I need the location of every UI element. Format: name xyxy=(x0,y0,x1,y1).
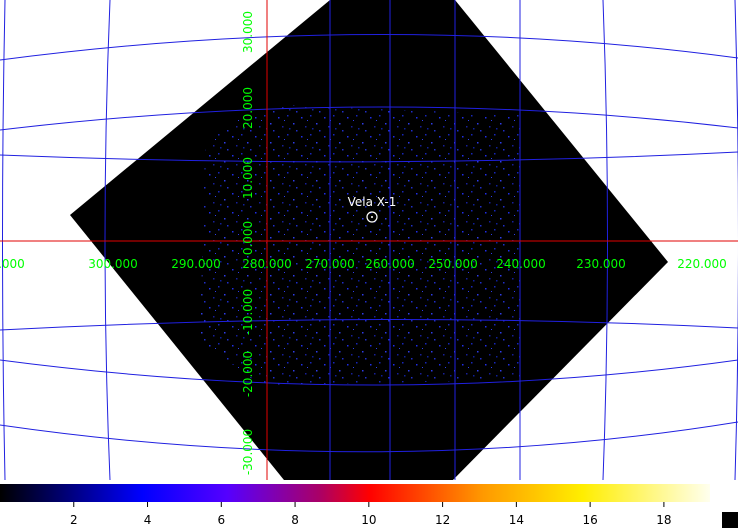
y-coord-label: -10.000 xyxy=(241,289,255,335)
y-coord-label: -30.000 xyxy=(241,429,255,475)
colorbar-tick-label: 8 xyxy=(291,513,299,527)
x-coord-label: 250.000 xyxy=(428,257,478,271)
x-coord-label: 220.000 xyxy=(677,257,727,271)
source-marker xyxy=(366,211,378,223)
colorbar-tick-label: 4 xyxy=(144,513,152,527)
colorbar-tick-label: 12 xyxy=(435,513,450,527)
image-area: 310.000 300.000 290.000 280.000 270.000 260.0… xyxy=(0,0,738,480)
y-coord-label: 30.000 xyxy=(241,11,255,53)
colorbar-tick-label: 18 xyxy=(656,513,671,527)
x-coord-label: 240.000 xyxy=(496,257,546,271)
x-coord-label: 290.000 xyxy=(171,257,221,271)
counts xyxy=(200,105,522,385)
source-label: Vela X-1 xyxy=(348,195,397,209)
y-coord-label: -20.000 xyxy=(241,351,255,397)
colorbar-tick-label: 2 xyxy=(70,513,78,527)
colorbar-tick-label: 16 xyxy=(582,513,597,527)
crosshair xyxy=(0,0,738,480)
colorbar-end xyxy=(722,512,738,528)
x-coord-label: 280.000 xyxy=(242,257,292,271)
colorbar-tick-label: 14 xyxy=(509,513,524,527)
y-coord-label: 0.000 xyxy=(241,221,255,255)
source-center xyxy=(371,216,373,218)
x-coord-label: 300.000 xyxy=(88,257,138,271)
coordinate-grid xyxy=(0,0,738,480)
x-coord-label: 230.000 xyxy=(576,257,626,271)
y-coord-label: 10.000 xyxy=(241,157,255,199)
x-coord-label: 260.000 xyxy=(365,257,415,271)
x-coord-label: 310.000 xyxy=(0,257,25,271)
colorbar xyxy=(0,484,710,502)
colorbar-tick-label: 10 xyxy=(361,513,376,527)
x-coord-label: 270.000 xyxy=(305,257,355,271)
colorbar-tick-label: 6 xyxy=(217,513,225,527)
y-coord-label: 20.000 xyxy=(241,87,255,129)
